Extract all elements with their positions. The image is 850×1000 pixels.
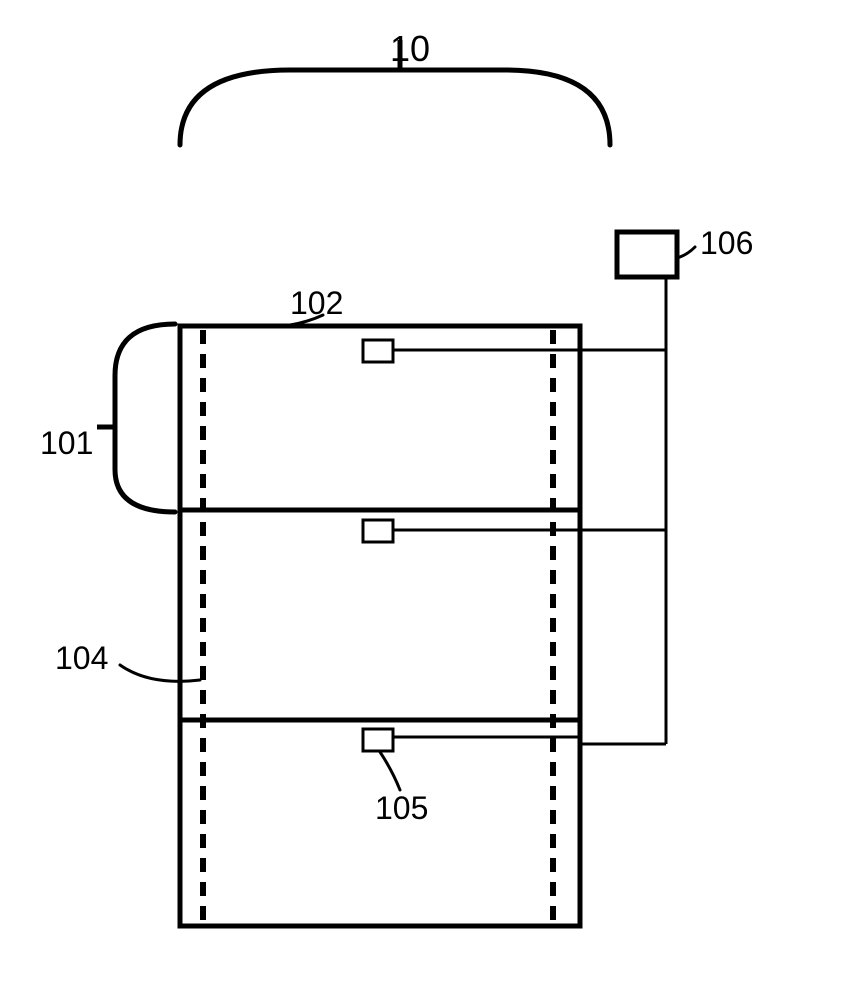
label-106: 106 — [700, 225, 753, 262]
diagram-svg — [0, 0, 850, 1000]
label-101: 101 — [40, 425, 93, 462]
label-104: 104 — [55, 640, 108, 677]
label-10: 10 — [390, 28, 430, 70]
label-105: 105 — [375, 790, 428, 827]
label-102: 102 — [290, 285, 343, 322]
